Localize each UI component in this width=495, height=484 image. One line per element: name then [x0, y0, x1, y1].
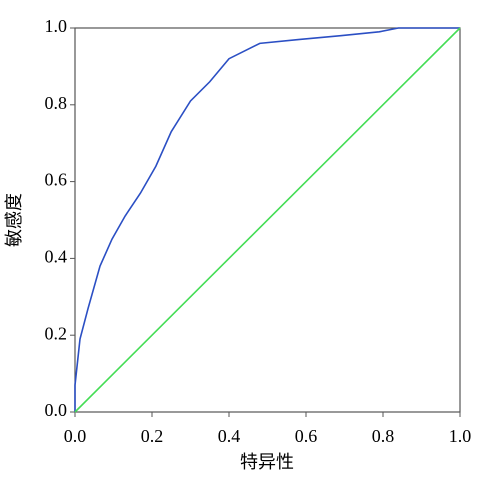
y-tick-label: 0.6 — [45, 170, 68, 190]
y-tick-label: 1.0 — [45, 16, 68, 36]
y-tick-label: 0.0 — [45, 400, 68, 420]
plot-frame — [74, 27, 461, 413]
x-tick-label: 0.0 — [64, 426, 87, 446]
data-line — [74, 27, 460, 412]
data-line — [74, 27, 461, 413]
y-tick-label: 0.8 — [45, 93, 68, 113]
x-tick-label: 0.2 — [141, 426, 164, 446]
x-tick-label: 0.8 — [372, 426, 395, 446]
x-tick-label: 0.4 — [218, 426, 241, 446]
x-tick-label: 1.0 — [449, 426, 472, 446]
y-tick-label: 0.4 — [45, 247, 68, 267]
y-tick-label: 0.2 — [45, 323, 68, 343]
y-axis-label: 敏感度 — [4, 193, 24, 247]
x-axis-label: 特异性 — [240, 452, 294, 472]
x-tick-label: 0.6 — [295, 426, 318, 446]
